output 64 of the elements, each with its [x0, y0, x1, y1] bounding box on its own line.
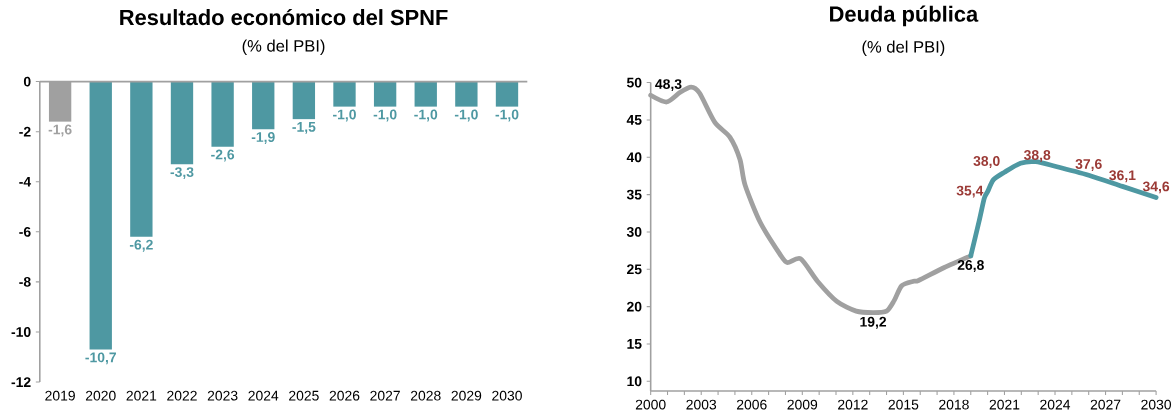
x-tick-label: 2027	[370, 390, 400, 401]
annotation: 48,3	[655, 79, 682, 92]
x-tick-label: 2003	[686, 399, 717, 410]
x-tick-label: 2000	[635, 399, 666, 410]
y-tick-label: 0	[23, 76, 31, 87]
x-tick-label: 2029	[451, 390, 482, 401]
x-tick-label: 2024	[1040, 399, 1071, 410]
data-label: -3,3	[170, 167, 194, 180]
x-tick-label: 2026	[329, 390, 360, 401]
y-tick-label: -10	[11, 327, 31, 337]
x-tick-label: 2021	[126, 390, 157, 401]
annotation: 19,2	[860, 316, 887, 329]
y-tick-label: 50	[626, 77, 642, 88]
data-label: -1,0	[414, 109, 438, 122]
x-tick-label: 2028	[410, 390, 441, 401]
y-tick-label: 40	[626, 152, 642, 163]
data-label: -1,9	[251, 132, 275, 145]
x-tick-label: 2027	[1090, 399, 1121, 410]
x-tick-label: 2024	[248, 390, 279, 401]
y-tick-label: -2	[19, 126, 31, 137]
y-tick-label: 20	[627, 301, 642, 312]
chart-title: Resultado económico del SPNF	[120, 8, 448, 26]
y-tick-label: -8	[19, 277, 31, 287]
y-tick-label: 30	[626, 227, 642, 237]
y-tick-label: 25	[627, 264, 642, 275]
annotation: 34,6	[1142, 181, 1170, 194]
y-tick-label: 45	[626, 115, 642, 125]
x-tick-label: 2020	[85, 390, 116, 401]
annotation: 26,8	[957, 260, 984, 273]
x-tick-label: 2006	[736, 399, 767, 410]
data-label: -1,5	[292, 122, 316, 134]
data-label: -1,0	[333, 109, 356, 122]
x-tick-label: 2009	[787, 399, 818, 410]
x-tick-label: 2025	[289, 390, 319, 401]
y-tick-label: 15	[627, 339, 642, 349]
x-tick-label: 2021	[989, 399, 1020, 410]
annotation: 37,6	[1075, 159, 1102, 171]
x-tick-label: 2030	[492, 390, 522, 401]
y-tick-label: 35	[626, 189, 642, 200]
chart-subtitle: (% del PBI)	[862, 40, 945, 57]
y-tick-label: 10	[627, 376, 642, 387]
x-tick-label: 2030	[1141, 399, 1172, 410]
y-tick-label: -4	[19, 177, 32, 187]
data-label: -2,6	[211, 149, 235, 162]
data-label: -10,7	[85, 352, 116, 365]
annotation: 38,0	[973, 156, 1000, 169]
y-tick-label: -12	[11, 377, 31, 387]
chart-subtitle: (% del PBI)	[242, 39, 325, 56]
x-tick-label: 2018	[939, 399, 969, 410]
x-tick-label: 2023	[207, 390, 238, 401]
annotation: 36,1	[1109, 170, 1136, 183]
annotation: 35,4	[956, 185, 984, 198]
data-label: -1,0	[454, 109, 478, 122]
x-tick-label: 2019	[45, 390, 75, 401]
annotation: 38,8	[1023, 150, 1051, 163]
data-label: -1,6	[48, 124, 72, 137]
data-label: -6,2	[129, 239, 153, 252]
data-label: -1,0	[495, 109, 519, 122]
x-tick-label: 2015	[888, 399, 919, 410]
chart-title: Deuda pública	[830, 5, 979, 27]
x-tick-label: 2012	[838, 399, 868, 410]
x-tick-label: 2022	[167, 390, 197, 401]
data-label: -1,0	[373, 109, 397, 122]
y-tick-label: -6	[19, 226, 31, 237]
